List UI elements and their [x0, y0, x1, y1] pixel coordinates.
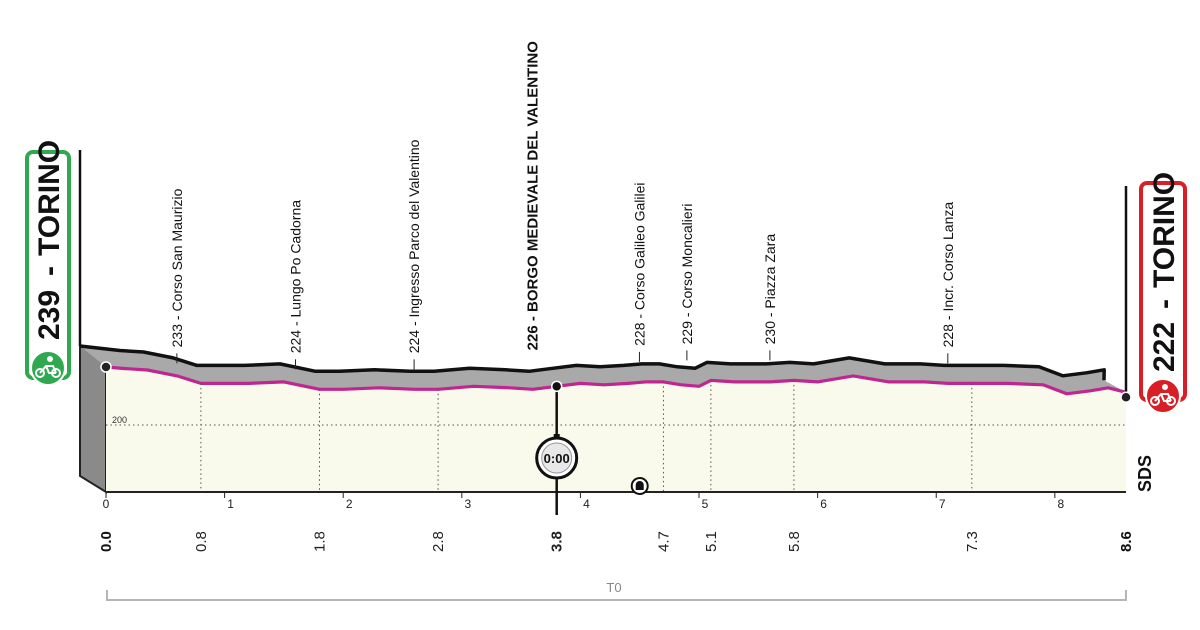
start-dot: [100, 361, 112, 373]
km-tick-label: 1: [227, 497, 234, 511]
profile-ridge-line: [79, 344, 1106, 381]
waypoint-km-label: 5.1: [703, 531, 720, 552]
stopwatch-icon: [535, 434, 579, 480]
waypoint-km-label: 2.8: [430, 531, 447, 552]
waypoint-lines: [176, 350, 973, 492]
time-check-label: 0:00: [544, 451, 570, 466]
waypoint-label: 229 - Corso Moncalieri: [679, 204, 695, 345]
time-check: 0:00: [535, 380, 579, 515]
waypoint-label: 224 - Lungo Po Cadorna: [287, 200, 303, 354]
profile-roof: [80, 346, 1126, 394]
finish-altitude: 222: [1148, 322, 1181, 372]
cyclist-icon: [1150, 384, 1176, 406]
finish-separator: -: [1148, 299, 1181, 309]
finish-dot: [1120, 391, 1132, 404]
km-tick-label: 2: [346, 497, 353, 511]
waypoint-labels: 233 - Corso San Maurizio 224 - Lungo Po C…: [169, 41, 956, 354]
waypoint-km-label: 0.8: [193, 531, 210, 552]
cyclist-icon: [35, 356, 61, 378]
km-tick-label: 5: [702, 497, 709, 511]
start-name: TORINO: [33, 140, 66, 256]
waypoint-km-label: 3.8: [549, 531, 566, 552]
start-separator: -: [33, 266, 66, 276]
stage-bracket: [106, 590, 1127, 601]
km-tick-label: 8: [1057, 497, 1064, 511]
waypoint-label: 226 - BORGO MEDIEVALE DEL VALENTINO: [525, 41, 542, 351]
waypoint-km-label: 5.8: [786, 531, 803, 552]
km-ticks: 0 1 2 3 4 5 6 7 8: [103, 492, 1064, 511]
profile-altitude-line: [105, 365, 1127, 396]
km-tick-label: 7: [939, 497, 946, 511]
waypoint-km-label: 7.3: [964, 531, 981, 552]
km-tick-label: 6: [820, 497, 827, 511]
start-badge: 239 - TORINO: [25, 140, 71, 386]
km-tick-label: 3: [464, 497, 471, 511]
profile-face: [106, 367, 1126, 492]
km-tick-label: 4: [583, 497, 590, 511]
waypoint-km-label: 1.8: [311, 531, 328, 552]
altitude-grid-label: 200: [112, 415, 127, 425]
waypoint-label: 228 - Corso Galileo Galilei: [631, 182, 647, 345]
start-km-label: 0.0: [98, 531, 115, 552]
km-labels: 0.8 1.8 2.8 3.8 4.7 5.1 5.8 7.3 0.0 8.6: [98, 531, 1135, 552]
finish-badge: 222 - TORINO: [1139, 172, 1187, 414]
stage-bracket-label: T0: [606, 580, 621, 595]
tunnel-icon: [630, 477, 649, 495]
start-altitude: 239: [33, 290, 66, 340]
waypoint-label: 228 - Incr. Corso Lanza: [940, 202, 956, 348]
finish-km-label: 8.6: [1118, 531, 1135, 552]
finish-name: TORINO: [1148, 172, 1181, 288]
waypoint-label: 233 - Corso San Maurizio: [169, 188, 185, 347]
waypoint-label: 230 - Piazza Zara: [762, 234, 778, 345]
waypoint-label: 224 - Ingresso Parco del Valentino: [406, 139, 422, 353]
km-tick-label: 0: [103, 497, 110, 511]
waypoint-km-label: 4.7: [655, 531, 672, 552]
sponsor-mark: SDS: [1135, 455, 1155, 492]
